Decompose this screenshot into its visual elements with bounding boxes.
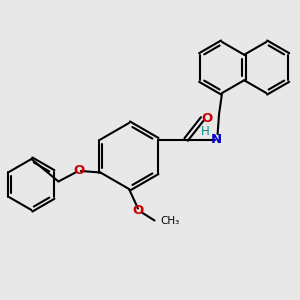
Text: O: O: [74, 164, 85, 178]
Text: H: H: [201, 124, 209, 138]
Text: CH₃: CH₃: [160, 215, 179, 226]
Text: N: N: [211, 133, 222, 146]
Text: O: O: [132, 203, 144, 217]
Text: O: O: [202, 112, 213, 125]
